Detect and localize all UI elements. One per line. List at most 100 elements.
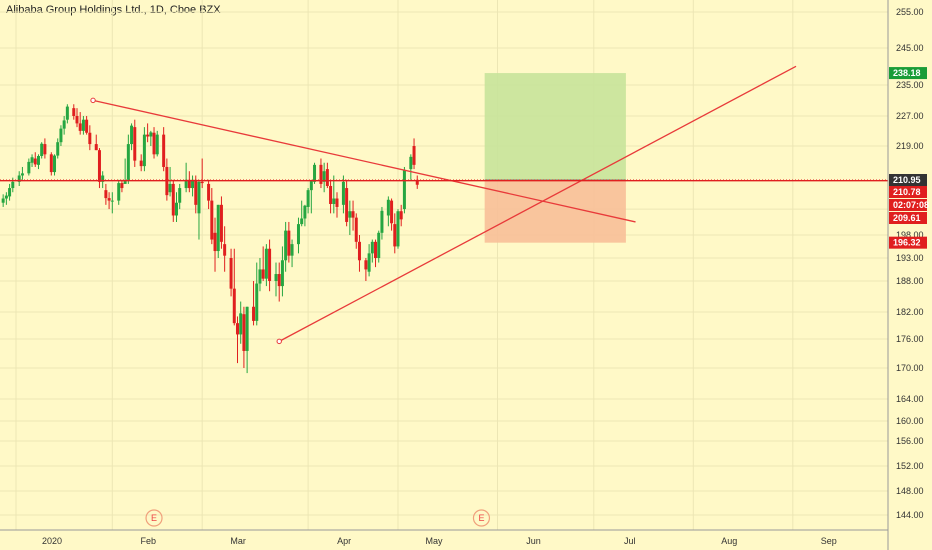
price-badge-bg <box>889 236 927 249</box>
candle-body <box>300 218 304 225</box>
price-badge-bg <box>889 199 927 211</box>
y-tick-label: 227.00 <box>896 111 924 121</box>
candle <box>107 192 111 210</box>
earnings-marker <box>472 509 491 527</box>
candle <box>146 123 150 143</box>
candle <box>219 196 223 249</box>
candle-body <box>229 258 233 289</box>
candle-body <box>75 116 79 124</box>
x-tick-label: Feb <box>141 536 157 546</box>
candle <box>319 158 323 189</box>
candle <box>229 248 233 297</box>
candle <box>187 171 191 193</box>
candle <box>258 258 262 292</box>
candle-body <box>402 169 406 210</box>
candle <box>252 281 256 326</box>
candle-body <box>313 164 317 182</box>
y-tick-label: 235.00 <box>896 80 924 90</box>
candle-body <box>357 241 361 261</box>
candle <box>386 196 390 227</box>
candle-body <box>213 232 217 252</box>
candle-body <box>354 217 358 242</box>
candle-body <box>351 211 355 218</box>
candle-body <box>245 306 249 351</box>
grid <box>0 0 888 530</box>
candle-body <box>97 150 101 182</box>
price-badge-label: 02:07:08 <box>893 200 929 210</box>
candle-body <box>107 198 111 201</box>
candle <box>200 158 204 189</box>
candle-body <box>56 142 60 156</box>
candle-body <box>325 169 329 186</box>
candle <box>232 248 236 326</box>
candle <box>255 262 259 326</box>
candle <box>43 138 47 159</box>
candle <box>354 213 358 249</box>
candle <box>191 175 195 197</box>
candle <box>142 127 146 172</box>
trendline-anchor <box>90 97 96 104</box>
x-tick-label: Jul <box>624 536 636 546</box>
candle <box>242 306 246 368</box>
price-badge-bg <box>889 212 927 224</box>
x-tick-label: Sep <box>821 536 837 546</box>
candle-body <box>20 173 24 176</box>
candle-body <box>341 181 345 205</box>
candle <box>1 194 5 207</box>
trendlines <box>90 65 797 345</box>
candle <box>168 166 172 197</box>
y-tick-label: 188.00 <box>896 276 924 286</box>
y-tick-label: 198.00 <box>896 230 924 240</box>
candle-body <box>309 181 313 191</box>
candle-body <box>216 204 220 252</box>
candle <box>296 217 300 254</box>
candle-body <box>1 198 5 203</box>
candle <box>393 213 397 254</box>
candle <box>309 179 313 214</box>
candle-body <box>43 144 47 155</box>
candle-body <box>329 185 333 204</box>
candle-body <box>85 119 89 133</box>
y-tick-label: 148.00 <box>896 486 924 496</box>
candle <box>27 158 31 176</box>
candle <box>415 175 419 189</box>
candle-body <box>123 180 127 184</box>
y-tick-label: 164.00 <box>896 394 924 404</box>
price-badge-label: 196.32 <box>893 238 921 248</box>
candle-body <box>65 106 69 120</box>
price-badge-target: 238.18 <box>889 67 927 80</box>
price-badge-label: 210.78 <box>893 187 921 197</box>
candle-body <box>290 244 294 256</box>
candle-body <box>399 211 403 220</box>
candle-body <box>139 160 143 167</box>
candle <box>216 204 220 258</box>
candle <box>104 183 108 205</box>
candle-body <box>17 175 21 182</box>
candle-body <box>415 179 419 185</box>
candle <box>81 116 85 135</box>
candle <box>36 154 40 170</box>
candle-body <box>30 157 34 163</box>
candle <box>348 200 352 235</box>
candle-body <box>223 244 227 256</box>
candle <box>194 175 198 214</box>
candle <box>335 192 339 218</box>
candle <box>162 127 166 172</box>
candle <box>377 230 381 263</box>
candle <box>110 192 114 214</box>
candle <box>65 104 69 124</box>
candle <box>325 162 329 189</box>
target-zone <box>484 73 626 180</box>
candle <box>329 179 333 214</box>
candle-body <box>36 156 40 165</box>
x-tick-label: Mar <box>230 536 246 546</box>
candle <box>261 246 265 281</box>
candle <box>264 244 268 287</box>
candle-body <box>78 123 82 131</box>
candle <box>149 130 153 146</box>
price-badge-bg <box>889 67 927 80</box>
candle-body <box>367 253 371 272</box>
candle-body <box>33 158 37 165</box>
